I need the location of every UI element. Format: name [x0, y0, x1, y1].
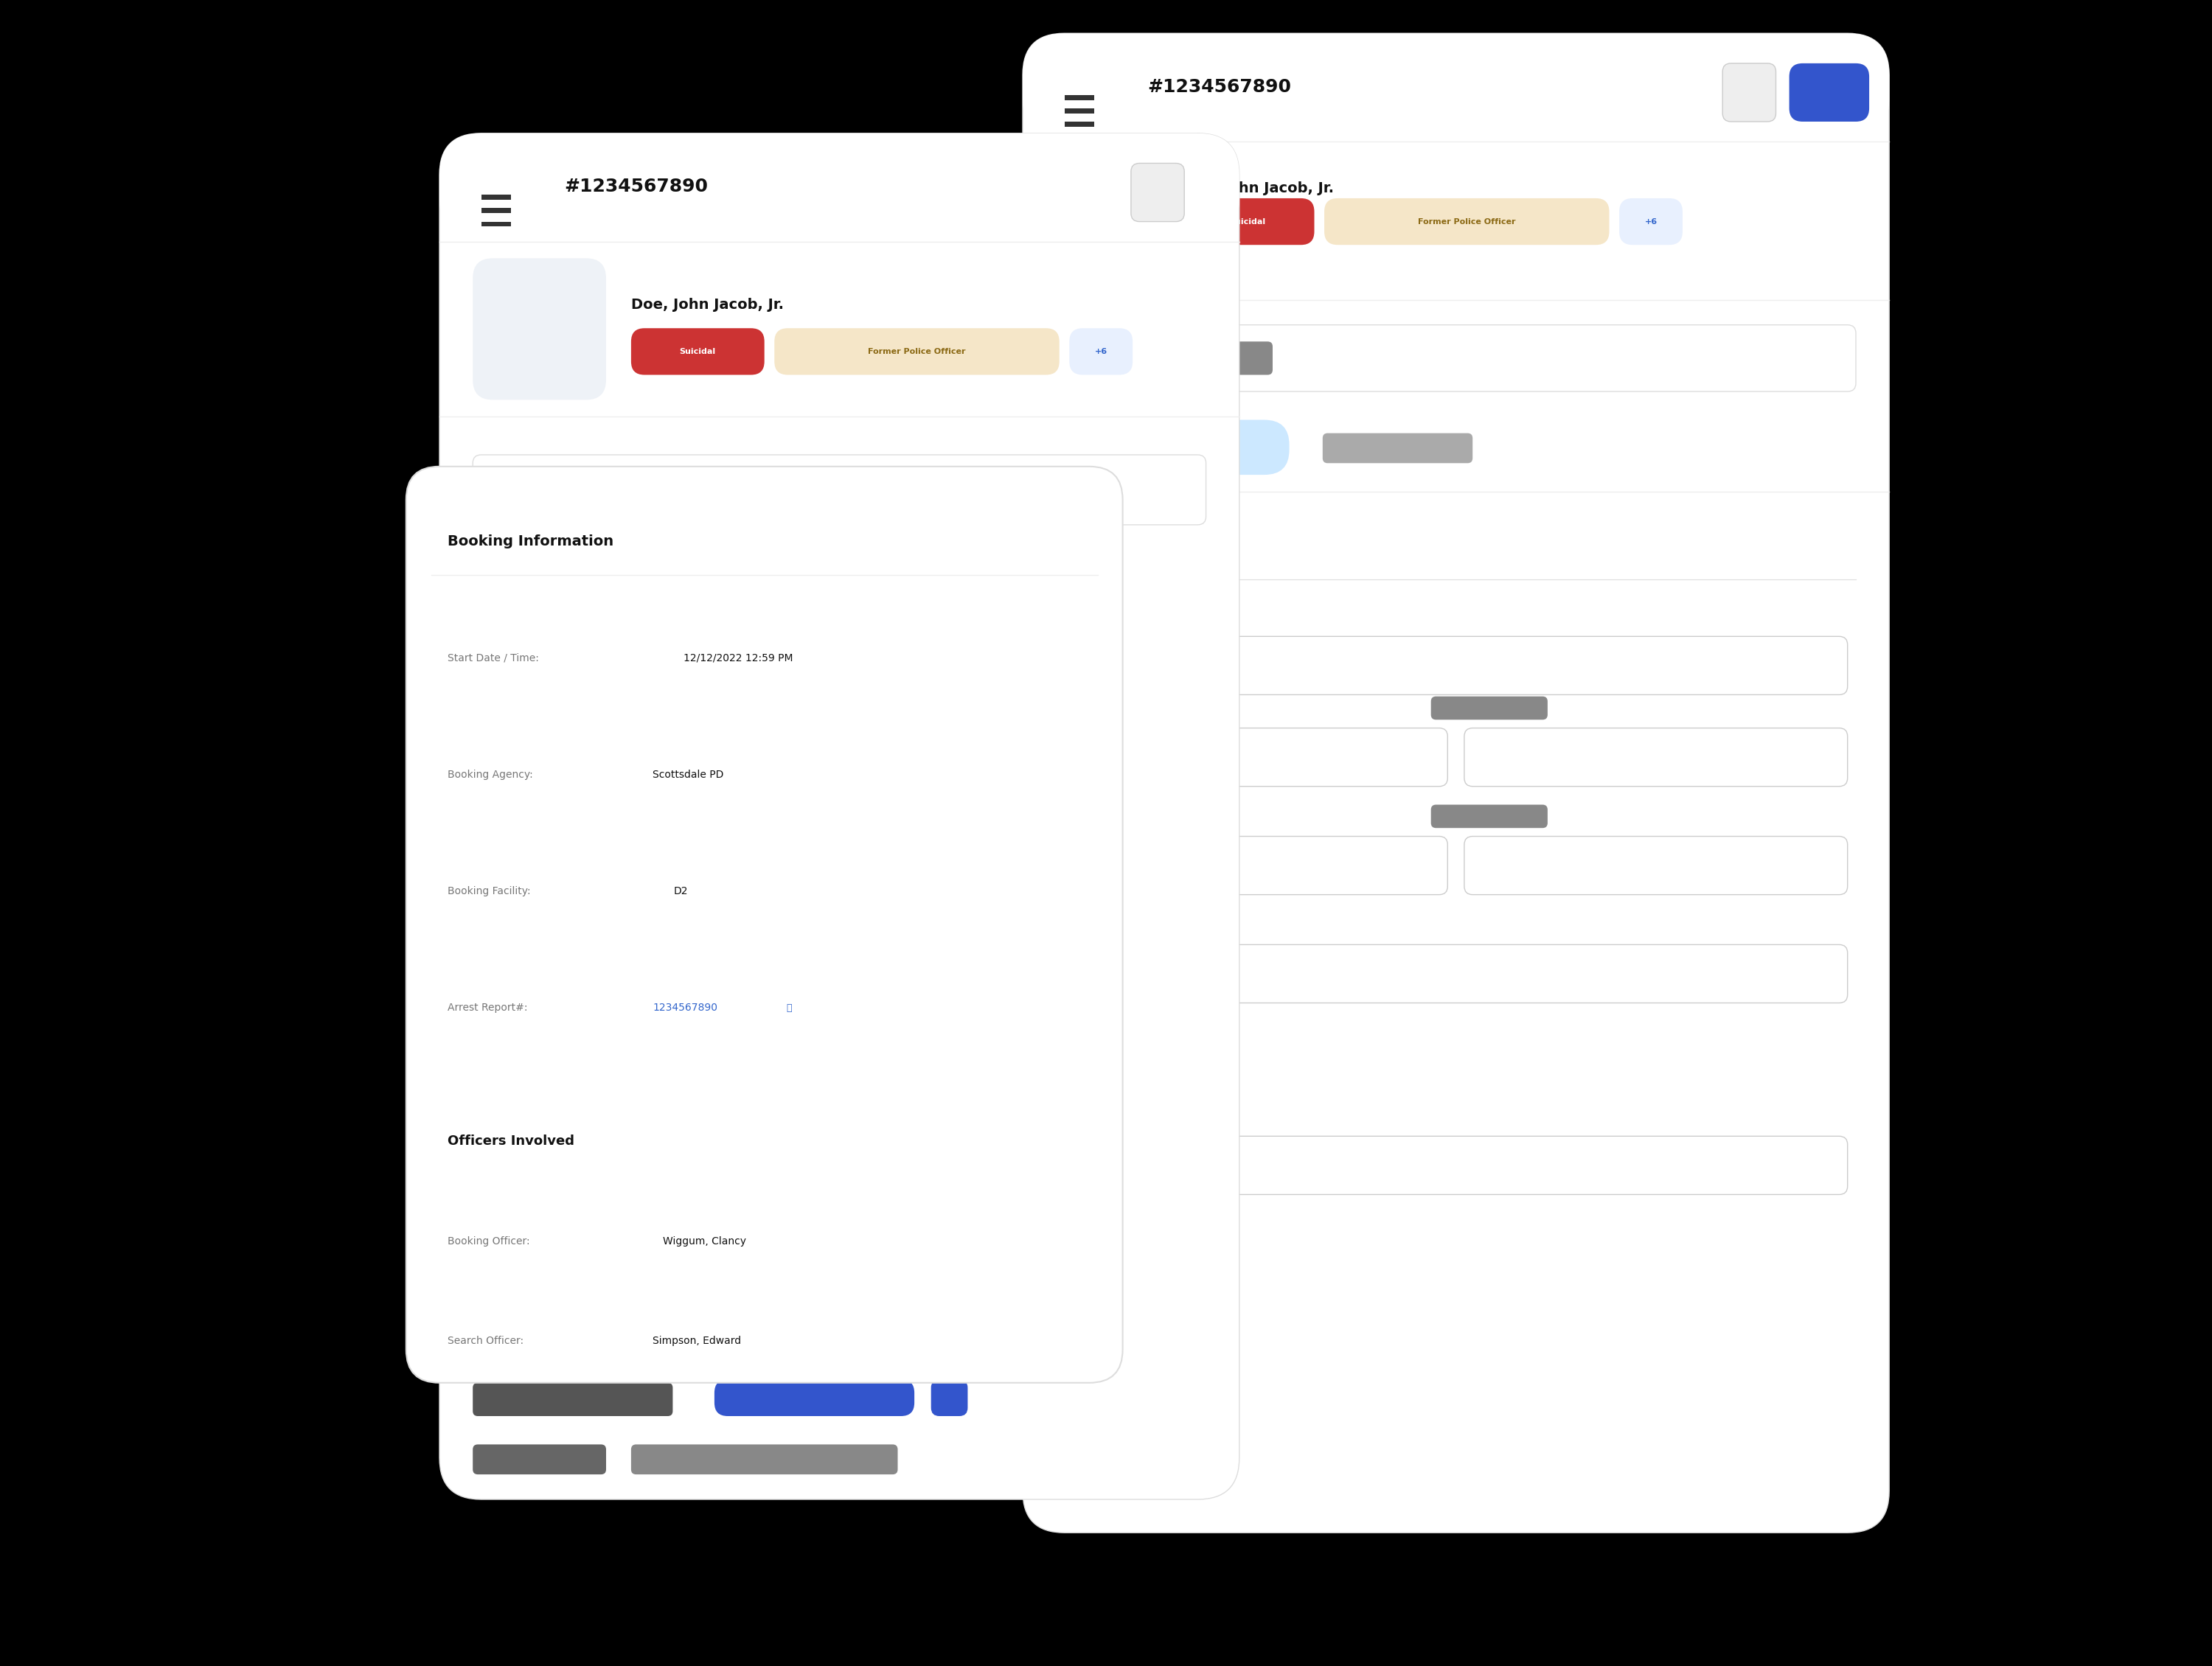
FancyBboxPatch shape — [1464, 728, 1847, 786]
FancyBboxPatch shape — [1064, 600, 1181, 626]
Bar — [482, 195, 511, 200]
Text: +6: +6 — [1095, 348, 1108, 355]
FancyBboxPatch shape — [1055, 325, 1856, 392]
FancyBboxPatch shape — [781, 566, 914, 596]
FancyBboxPatch shape — [1064, 1105, 1139, 1128]
Text: Booking Officer:: Booking Officer: — [447, 1236, 531, 1246]
FancyBboxPatch shape — [473, 258, 606, 400]
FancyBboxPatch shape — [407, 466, 1124, 1383]
Bar — [482, 222, 511, 227]
Text: Doe, John Jacob, Jr.: Doe, John Jacob, Jr. — [1181, 182, 1334, 195]
Text: Search Officer:: Search Officer: — [447, 1336, 524, 1346]
Text: Suicidal: Suicidal — [1230, 218, 1265, 225]
Bar — [1064, 108, 1095, 113]
FancyBboxPatch shape — [1064, 696, 1164, 720]
FancyBboxPatch shape — [1064, 1021, 1148, 1045]
FancyBboxPatch shape — [1055, 420, 1290, 475]
Text: 12/12/2022 12:59 PM: 12/12/2022 12:59 PM — [684, 653, 794, 663]
Text: Arrest Report#:: Arrest Report#: — [447, 1003, 529, 1013]
FancyBboxPatch shape — [1055, 150, 1164, 275]
Text: Suicidal: Suicidal — [679, 348, 717, 355]
FancyBboxPatch shape — [1022, 33, 1889, 1533]
Text: Charges: Charges — [1146, 441, 1199, 453]
FancyBboxPatch shape — [774, 328, 1060, 375]
FancyBboxPatch shape — [714, 1379, 914, 1416]
FancyBboxPatch shape — [1064, 805, 1181, 828]
FancyBboxPatch shape — [1723, 63, 1776, 122]
Text: Former Police Officer: Former Police Officer — [1418, 218, 1515, 225]
FancyBboxPatch shape — [1790, 63, 1869, 122]
FancyBboxPatch shape — [1064, 636, 1847, 695]
Text: Booking Facility:: Booking Facility: — [447, 886, 531, 896]
FancyBboxPatch shape — [1022, 33, 1889, 142]
FancyBboxPatch shape — [1064, 913, 1164, 936]
FancyBboxPatch shape — [440, 133, 1239, 242]
Text: #1234567890: #1234567890 — [564, 178, 708, 195]
Text: Simpson, Edward: Simpson, Edward — [653, 1336, 741, 1346]
Text: Start Date / Time:: Start Date / Time: — [447, 653, 540, 663]
FancyBboxPatch shape — [1464, 836, 1847, 895]
Text: Booking Information: Booking Information — [555, 575, 672, 586]
FancyBboxPatch shape — [1431, 696, 1548, 720]
Text: D2: D2 — [672, 886, 688, 896]
Text: Doe, John Jacob, Jr.: Doe, John Jacob, Jr. — [630, 298, 783, 312]
FancyBboxPatch shape — [630, 1444, 898, 1474]
Text: Wiggum, Clancy: Wiggum, Clancy — [664, 1236, 745, 1246]
FancyBboxPatch shape — [1064, 945, 1847, 1003]
FancyBboxPatch shape — [1073, 342, 1272, 375]
Text: Former Police Officer: Former Police Officer — [867, 348, 967, 355]
FancyBboxPatch shape — [473, 1383, 672, 1416]
Text: Add Charge: Add Charge — [1064, 531, 1150, 545]
FancyBboxPatch shape — [1130, 163, 1183, 222]
FancyBboxPatch shape — [440, 133, 1239, 1499]
Bar — [482, 208, 511, 213]
Text: +6: +6 — [1644, 218, 1657, 225]
FancyBboxPatch shape — [1181, 198, 1314, 245]
Text: 1234567890: 1234567890 — [653, 1003, 717, 1013]
FancyBboxPatch shape — [473, 1444, 606, 1474]
FancyBboxPatch shape — [1064, 836, 1447, 895]
FancyBboxPatch shape — [473, 553, 757, 608]
FancyBboxPatch shape — [931, 1379, 967, 1416]
FancyBboxPatch shape — [1064, 1136, 1847, 1195]
FancyBboxPatch shape — [1064, 728, 1447, 786]
FancyBboxPatch shape — [473, 455, 1206, 525]
FancyBboxPatch shape — [1068, 328, 1133, 375]
Text: Booking Agency:: Booking Agency: — [447, 770, 533, 780]
Text: Officers Involved: Officers Involved — [447, 1135, 575, 1148]
FancyBboxPatch shape — [1619, 198, 1683, 245]
FancyBboxPatch shape — [1325, 198, 1610, 245]
Text: Scottsdale PD: Scottsdale PD — [653, 770, 723, 780]
Bar — [1064, 122, 1095, 127]
FancyBboxPatch shape — [940, 566, 1073, 596]
FancyBboxPatch shape — [630, 328, 765, 375]
Text: Booking Information: Booking Information — [447, 535, 613, 548]
FancyBboxPatch shape — [1323, 433, 1473, 463]
FancyBboxPatch shape — [1431, 805, 1548, 828]
Bar — [1064, 95, 1095, 100]
Text: ⧉: ⧉ — [785, 1003, 792, 1013]
FancyBboxPatch shape — [489, 475, 657, 505]
Text: #1234567890: #1234567890 — [1148, 78, 1292, 95]
